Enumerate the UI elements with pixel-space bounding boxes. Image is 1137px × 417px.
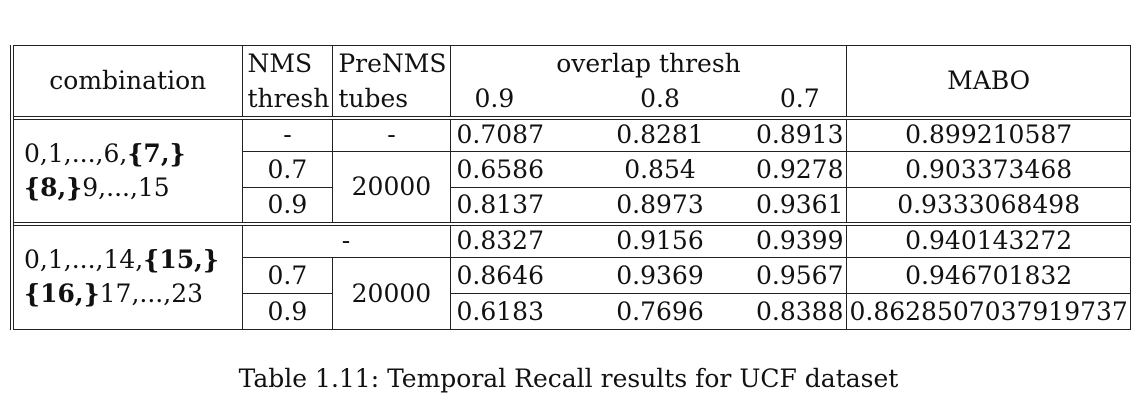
nms-cell: - bbox=[241, 115, 334, 152]
mabo-cell: 0.946701832 bbox=[846, 257, 1131, 294]
prenms-cell: 20000 bbox=[332, 151, 451, 224]
combination-text: 0,1,...,14, bbox=[24, 245, 144, 275]
mabo-cell: 0.9333068498 bbox=[846, 187, 1131, 224]
combination-text: 9,...,15 bbox=[82, 172, 170, 202]
value-0.9: 0.7087 bbox=[449, 115, 567, 152]
table-row: 0.7 20000 0.8646 0.9369 0.9567 0.9467018… bbox=[12, 257, 1131, 330]
value-0.9: 0.8137 bbox=[449, 187, 567, 224]
header-row-2: thresh tubes 0.9 0.8 0.7 bbox=[12, 81, 1130, 118]
value-0.7: 0.9278 bbox=[753, 151, 848, 188]
header-nms-line2: thresh bbox=[241, 81, 334, 118]
value-0.7: 0.9567 bbox=[753, 257, 848, 294]
header-prenms-line1: PreNMS bbox=[332, 45, 451, 82]
header-combination: combination bbox=[10, 45, 243, 118]
table-row: 0.7 20000 0.6586 0.854 0.9278 0.90337346… bbox=[12, 151, 1131, 224]
combination-bold: {15,} bbox=[143, 245, 219, 275]
table-row: 0,1,...,6,{7,} {8,}9,...,15 - - 0.7087 0… bbox=[10, 115, 1131, 224]
value-0.8: 0.854 bbox=[567, 151, 753, 188]
value-0.7: 0.9399 bbox=[753, 221, 848, 258]
header-overlap-thresh: overlap thresh bbox=[449, 45, 848, 82]
header-nms-line1: NMS bbox=[241, 45, 334, 82]
mabo-cell: 0.940143272 bbox=[846, 221, 1131, 258]
value-0.8: 0.9369 bbox=[567, 257, 753, 294]
value-0.9: 0.6586 bbox=[449, 151, 567, 188]
value-0.8: 0.8281 bbox=[567, 115, 753, 152]
value-0.8: 0.8973 bbox=[567, 187, 753, 224]
combination-text: 0,1,...,6, bbox=[24, 138, 128, 168]
value-0.9: 0.8327 bbox=[449, 221, 567, 258]
header-prenms-line2: tubes bbox=[332, 81, 451, 118]
value-0.8: 0.7696 bbox=[567, 293, 753, 330]
value-0.8: 0.9156 bbox=[567, 221, 753, 258]
value-0.9: 0.8646 bbox=[449, 257, 567, 294]
table-caption: Table 1.11: Temporal Recall results for … bbox=[238, 364, 899, 393]
value-0.7: 0.9361 bbox=[753, 187, 848, 224]
prenms-cell: 20000 bbox=[332, 257, 451, 330]
header-overlap-0.7: 0.7 bbox=[753, 81, 848, 118]
nms-cell: 0.7 bbox=[241, 151, 334, 188]
value-0.7: 0.8388 bbox=[753, 293, 848, 330]
table-row: 0.9 0.8137 0.8973 0.9361 0.9333068498 bbox=[12, 187, 1131, 224]
nms-cell: 0.7 bbox=[241, 257, 334, 294]
combination-cell-group1: 0,1,...,6,{7,} {8,}9,...,15 bbox=[10, 115, 243, 224]
combination-bold: {8,} bbox=[24, 172, 83, 202]
value-0.7: 0.8913 bbox=[753, 115, 848, 152]
mabo-cell: 0.8628507037919737 bbox=[846, 293, 1131, 330]
header-row-1: combination NMS PreNMS overlap thresh MA… bbox=[10, 45, 1131, 118]
value-0.9: 0.6183 bbox=[449, 293, 567, 330]
results-table: combination NMS PreNMS overlap thresh MA… bbox=[10, 45, 1131, 330]
combination-text: 17,...,23 bbox=[99, 279, 204, 309]
combination-cell-group2: 0,1,...,14,{15,} {16,}17,...,23 bbox=[10, 221, 243, 330]
combination-bold: {7,} bbox=[127, 138, 186, 168]
nms-prenms-cell: - bbox=[241, 221, 451, 258]
header-mabo: MABO bbox=[846, 45, 1131, 118]
mabo-cell: 0.903373468 bbox=[846, 151, 1131, 188]
combination-bold: {16,} bbox=[24, 279, 100, 309]
header-overlap-0.8: 0.8 bbox=[567, 81, 753, 118]
mabo-cell: 0.899210587 bbox=[846, 115, 1131, 152]
prenms-cell: - bbox=[332, 115, 451, 152]
nms-cell: 0.9 bbox=[241, 187, 334, 224]
header-overlap-0.9: 0.9 bbox=[449, 81, 567, 118]
table-row: 0,1,...,14,{15,} {16,}17,...,23 - 0.8327… bbox=[10, 221, 1131, 330]
table-row: 0.9 0.6183 0.7696 0.8388 0.8628507037919… bbox=[12, 293, 1131, 330]
nms-cell: 0.9 bbox=[241, 293, 334, 330]
